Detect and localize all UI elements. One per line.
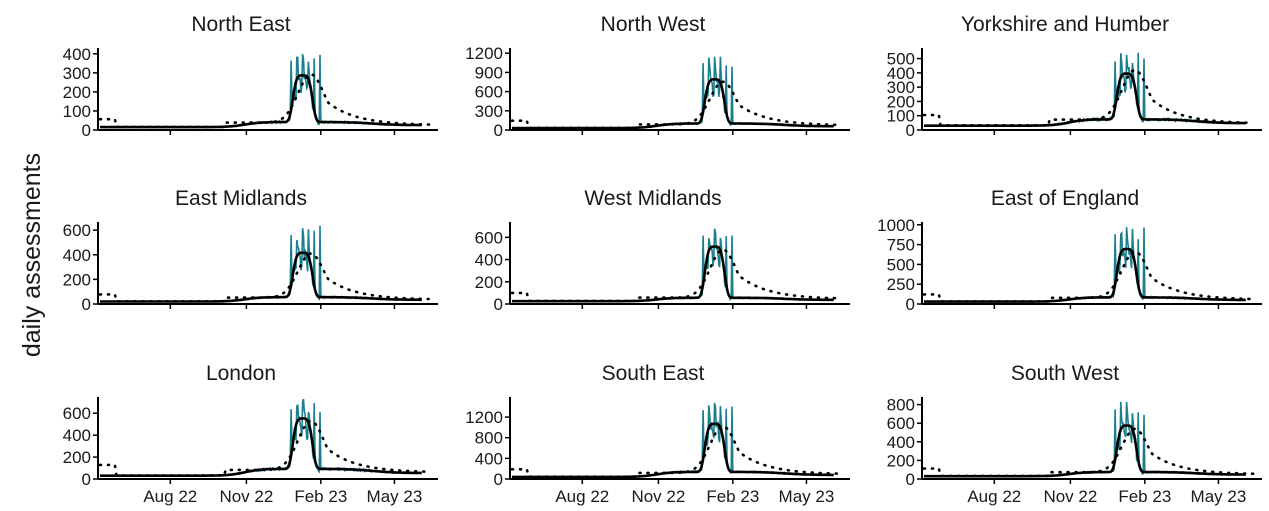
reference-dotted-line <box>510 248 843 303</box>
smoothed-line <box>512 245 834 303</box>
reference-dotted-line <box>922 427 1255 478</box>
x-tick-label: May 23 <box>367 487 423 506</box>
y-tick-label: 600 <box>475 83 503 102</box>
reference-dotted-line <box>98 73 431 129</box>
y-tick-label: 400 <box>887 433 915 452</box>
x-tick-label: Nov 22 <box>631 487 685 506</box>
x-tick-label: Nov 22 <box>219 487 273 506</box>
panel-title: North East <box>191 13 290 36</box>
y-tick-label: 0 <box>906 121 915 140</box>
y-tick-label: 400 <box>63 426 91 445</box>
y-tick-label: 400 <box>887 64 915 83</box>
y-tick-label: 200 <box>63 448 91 467</box>
reference-dotted-line <box>510 80 843 130</box>
smoothed-line <box>924 247 1246 303</box>
panel-title: West Midlands <box>584 187 721 210</box>
panel-title: East of England <box>991 187 1139 210</box>
x-tick-label: May 23 <box>1191 487 1247 506</box>
y-tick-label: 0 <box>82 295 91 314</box>
observed-line <box>923 52 1247 128</box>
y-tick-label: 200 <box>475 273 503 292</box>
y-tick-label: 200 <box>63 83 91 102</box>
y-tick-label: 0 <box>494 470 503 489</box>
y-tick-label: 100 <box>887 107 915 126</box>
y-tick-label: 600 <box>63 404 91 423</box>
y-tick-label: 800 <box>475 429 503 448</box>
reference-dotted-line <box>922 68 1255 127</box>
y-tick-label: 0 <box>82 121 91 140</box>
x-tick-label: Aug 22 <box>967 487 1021 506</box>
reference-dotted-line <box>510 424 843 478</box>
panel-title: Yorkshire and Humber <box>961 13 1169 36</box>
x-tick-label: Nov 22 <box>1043 487 1097 506</box>
y-tick-label: 100 <box>63 102 91 121</box>
panel-title: South East <box>602 362 705 385</box>
x-tick-label: Aug 22 <box>555 487 609 506</box>
y-tick-label: 400 <box>63 45 91 64</box>
y-tick-label: 250 <box>887 275 915 294</box>
y-tick-label: 1000 <box>877 216 915 235</box>
y-tick-label: 200 <box>887 92 915 111</box>
panel-west-midlands: West Midlands 0 200 400 600 <box>475 187 850 314</box>
x-tick-label: Feb 23 <box>706 487 759 506</box>
observed-line <box>923 401 1247 478</box>
y-tick-label: 300 <box>63 64 91 83</box>
panel-title: East Midlands <box>175 187 307 210</box>
reference-dotted-line <box>98 252 431 303</box>
x-tick-label: Feb 23 <box>1118 487 1171 506</box>
smoothed-line <box>100 417 422 477</box>
x-tick-label: May 23 <box>779 487 835 506</box>
observed-line <box>511 56 834 130</box>
y-tick-label: 300 <box>475 102 503 121</box>
y-tick-label: 0 <box>494 121 503 140</box>
panel-title: London <box>206 362 276 385</box>
panel-title: North West <box>601 13 706 36</box>
observed-line <box>511 228 834 303</box>
y-tick-label: 300 <box>887 78 915 97</box>
smoothed-line <box>924 424 1246 478</box>
panel-east-midlands: East Midlands 0 200 400 600 <box>63 187 438 314</box>
observed-line <box>99 54 422 129</box>
observed-line <box>99 398 422 478</box>
y-tick-label: 1200 <box>465 44 503 63</box>
y-axis-label: daily assessments <box>18 153 46 357</box>
y-tick-label: 0 <box>82 470 91 489</box>
reference-dotted-line <box>922 250 1255 303</box>
y-tick-label: 400 <box>475 449 503 468</box>
y-tick-label: 750 <box>887 236 915 255</box>
reference-dotted-line <box>98 419 431 477</box>
y-tick-label: 1200 <box>465 408 503 427</box>
y-tick-label: 0 <box>906 295 915 314</box>
y-tick-label: 800 <box>887 396 915 415</box>
y-tick-label: 600 <box>887 414 915 433</box>
y-tick-label: 500 <box>887 50 915 69</box>
y-tick-label: 200 <box>63 270 91 289</box>
y-tick-label: 400 <box>475 251 503 270</box>
x-tick-label: Aug 22 <box>143 487 197 506</box>
y-tick-label: 0 <box>494 295 503 314</box>
x-tick-label: Feb 23 <box>294 487 347 506</box>
y-tick-label: 500 <box>887 255 915 274</box>
y-tick-label: 600 <box>475 228 503 247</box>
y-tick-label: 0 <box>906 470 915 489</box>
y-tick-label: 200 <box>887 451 915 470</box>
observed-line <box>99 225 423 303</box>
y-tick-label: 400 <box>63 246 91 265</box>
y-tick-label: 900 <box>475 63 503 82</box>
y-tick-label: 600 <box>63 221 91 240</box>
observed-line <box>923 226 1247 303</box>
smoothed-line <box>512 422 834 479</box>
smoothed-line <box>924 72 1246 127</box>
panel-london: London 0 200 400 600 Aug 22 Nov 22 Feb 23 May 23 <box>63 362 438 506</box>
panel-title: South West <box>1011 362 1119 385</box>
observed-line <box>511 402 834 479</box>
